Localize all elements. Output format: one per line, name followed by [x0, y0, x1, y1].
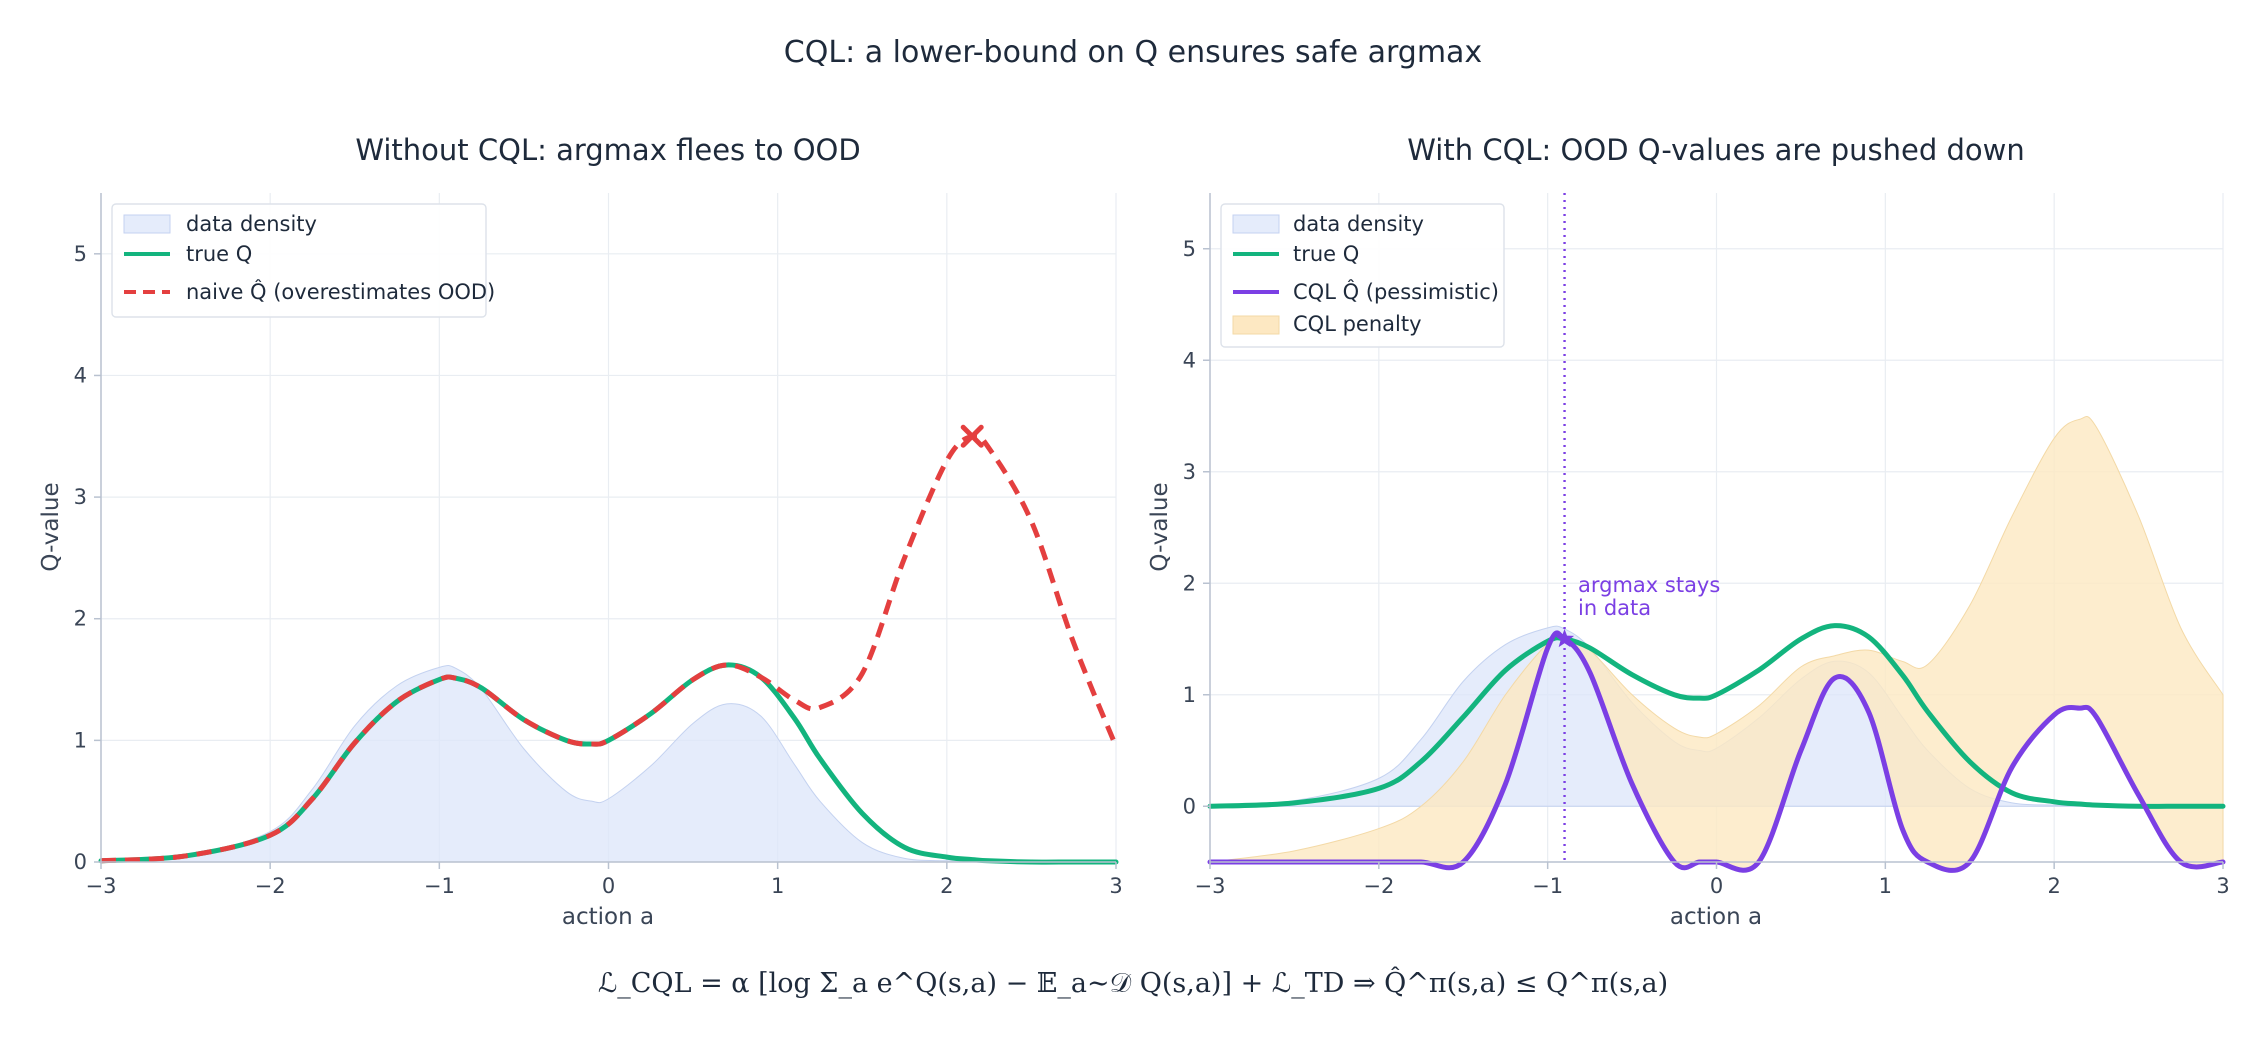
right-x-tick-label: 1: [1879, 874, 1892, 898]
left-y-tick-label: 4: [74, 363, 87, 387]
argmax-annotation-line1: argmax stays: [1578, 573, 1720, 597]
right-y-tick-label: 4: [1183, 348, 1196, 372]
left-legend-true-q-label: true Q: [186, 242, 252, 266]
argmax-star-marker: [1555, 629, 1575, 648]
right-legend-density-swatch: [1232, 214, 1280, 234]
right-y-tick-label: 3: [1183, 460, 1196, 484]
argmax-annotation-line2: in data: [1578, 596, 1651, 620]
left-legend-density-swatch: [123, 214, 171, 234]
right-legend-cql-q-label: CQL Q̂ (pessimistic): [1293, 279, 1499, 304]
right-true-q-line: [1207, 623, 2226, 809]
right-chart: With CQL: OOD Q-values are pushed down −…: [1147, 133, 2230, 930]
right-x-tick-label: 3: [2216, 874, 2229, 898]
right-x-tick-label: 0: [1710, 874, 1723, 898]
left-x-tick-label: −2: [255, 874, 286, 898]
left-legend-naive-q-label: naive Q̂ (overestimates OOD): [186, 279, 495, 304]
left-x-tick-label: 1: [771, 874, 784, 898]
right-x-tick-label: −2: [1363, 874, 1394, 898]
left-y-tick-label: 2: [74, 607, 87, 631]
right-legend-true-q-label: true Q: [1293, 242, 1359, 266]
right-y-axis-label: Q-value: [1147, 482, 1173, 571]
left-x-tick-label: −1: [424, 874, 455, 898]
left-axes: −3 −2 −1 0 1 2 3 0 1 2 3 4 5: [74, 193, 1123, 898]
right-legend-penalty-swatch: [1232, 315, 1280, 335]
right-legend-box: [1220, 203, 1505, 348]
left-series: [98, 424, 1119, 865]
left-y-tick-label: 1: [74, 728, 87, 752]
figure-title: CQL: a lower-bound on Q ensures safe arg…: [784, 35, 1482, 70]
cql-formula: ℒ_CQL = α [log Σ_a e^Q(s,a) − 𝔼_a∼𝒟 Q(s,…: [598, 966, 1668, 999]
right-x-tick-label: −3: [1195, 874, 1226, 898]
right-y-tick-label: 5: [1183, 237, 1196, 261]
left-y-tick-label: 5: [74, 242, 87, 266]
right-chart-title: With CQL: OOD Q-values are pushed down: [1407, 133, 2024, 167]
right-axes: −3 −2 −1 0 1 2 3 0 1 2 3 4 5: [1183, 193, 2230, 898]
right-x-tick-label: 2: [2047, 874, 2060, 898]
left-legend-box: [111, 203, 487, 318]
left-y-tick-label: 0: [74, 850, 87, 874]
left-x-axis-label: action a: [562, 904, 654, 930]
left-chart: Without CQL: argmax flees to OOD −3 −2 −1 0…: [38, 133, 1123, 930]
right-y-tick-label: 0: [1183, 794, 1196, 818]
left-x-tick-label: 0: [602, 874, 615, 898]
left-x-tick-label: 3: [1109, 874, 1122, 898]
left-x-tick-label: −3: [86, 874, 117, 898]
right-y-tick-label: 2: [1183, 571, 1196, 595]
left-y-tick-label: 3: [74, 485, 87, 509]
naive-argmax-marker: [960, 424, 984, 448]
right-x-tick-label: −1: [1532, 874, 1563, 898]
right-legend: data density true Q CQL Q̂ (pessimistic)…: [1220, 203, 1505, 348]
left-y-axis-label: Q-value: [38, 482, 64, 571]
right-y-tick-label: 1: [1183, 683, 1196, 707]
left-chart-title: Without CQL: argmax flees to OOD: [355, 133, 860, 167]
left-x-tick-label: 2: [940, 874, 953, 898]
right-legend-penalty-label: CQL penalty: [1293, 312, 1422, 336]
left-legend: data density true Q naive Q̂ (overestima…: [111, 203, 495, 318]
right-x-axis-label: action a: [1670, 904, 1762, 930]
left-legend-density-label: data density: [186, 212, 317, 236]
right-legend-density-label: data density: [1293, 212, 1424, 236]
